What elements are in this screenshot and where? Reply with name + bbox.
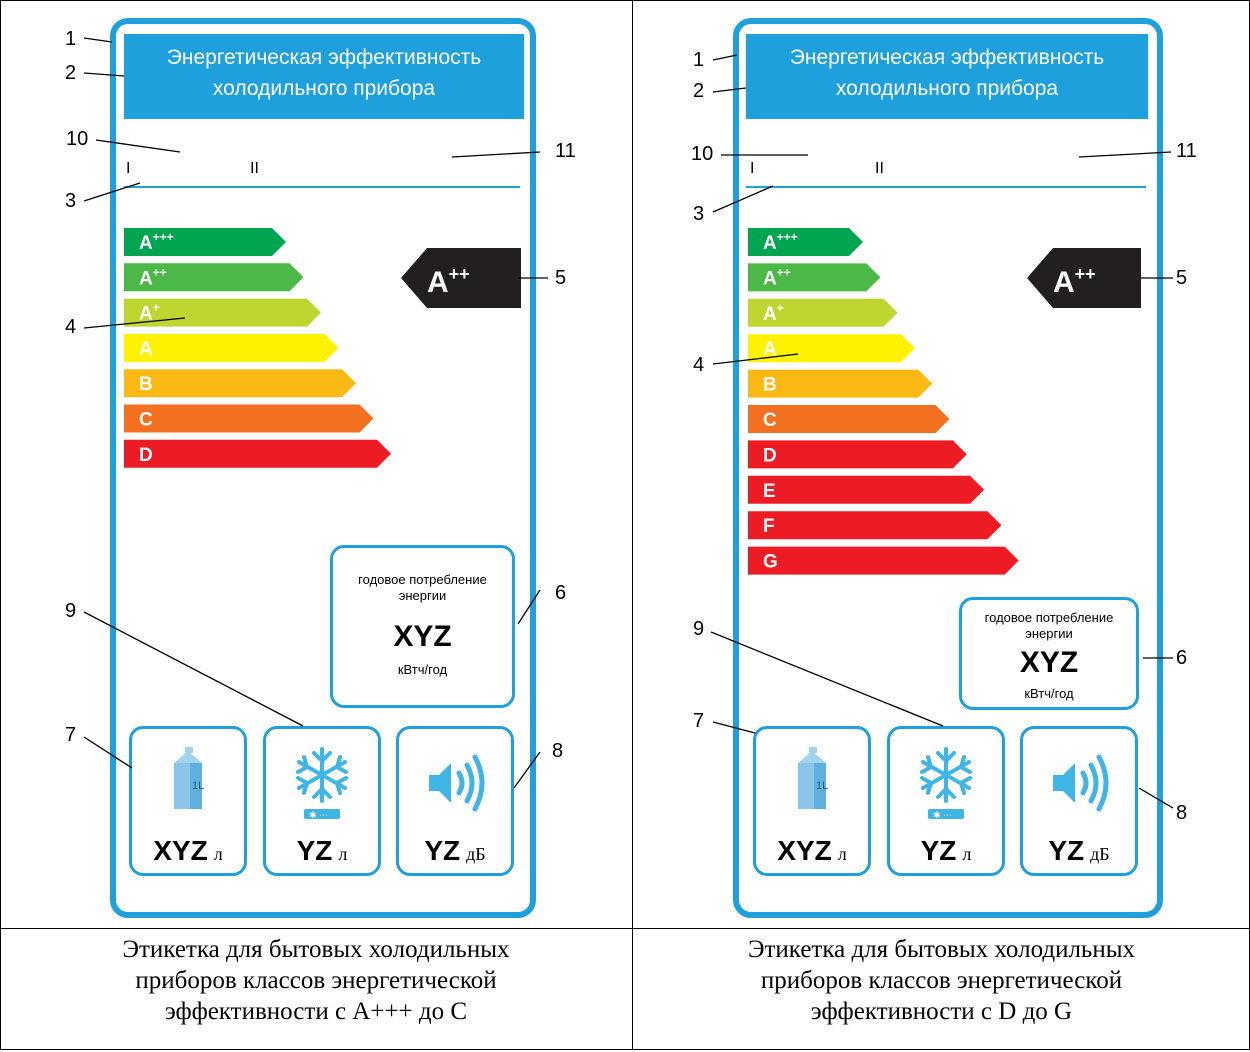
label-header: Энергетическая эффективность холодильног… — [124, 34, 524, 119]
callout-10: 10 — [691, 143, 714, 165]
milk-carton-icon: 1L — [756, 747, 868, 816]
callout-6: 6 — [1176, 647, 1188, 669]
table-column-divider — [632, 0, 633, 1050]
header-line-1: Энергетическая эффективность — [166, 46, 482, 69]
fresh-volume-value: XYZ л — [777, 835, 847, 866]
milk-carton-icon: 1L — [132, 747, 244, 816]
model-mark: II — [250, 160, 259, 177]
energy-consumption-box: годовое потребление энергии XYZ кВтч/год — [330, 545, 515, 708]
caption-line-2: приборов классов энергетической — [135, 967, 497, 994]
frozen-volume-box: ✱ ⋯ YZ л — [263, 726, 381, 876]
callout-4: 4 — [693, 354, 705, 376]
energy-consumption-box: годовое потребление энергии XYZ кВтч/год — [959, 597, 1139, 710]
fresh-volume-value: XYZ л — [153, 835, 223, 866]
frozen-volume-value: YZ л — [920, 835, 972, 866]
noise-value: YZ дБ — [424, 835, 486, 866]
callout-5: 5 — [555, 267, 567, 289]
snowflake-icon: ✱ ⋯ — [266, 745, 378, 826]
header-separator — [746, 186, 1146, 188]
fresh-volume-box: 1L XYZ л — [129, 726, 247, 876]
callout-7: 7 — [65, 724, 77, 746]
caption-line-1: Этикетка для бытовых холодильных — [748, 936, 1135, 963]
callout-2: 2 — [65, 62, 77, 84]
header-line-2: холодильного прибора — [835, 77, 1059, 100]
header-separator — [124, 186, 520, 188]
caption-line-3: эффективности с A+++ до C — [164, 998, 468, 1025]
callout-3: 3 — [693, 203, 705, 225]
speaker-icon — [399, 751, 511, 820]
supplier-mark: I — [126, 160, 131, 177]
callout-2: 2 — [693, 80, 705, 102]
table-row-divider — [0, 928, 1250, 929]
callout-11: 11 — [1176, 140, 1197, 162]
consumption-unit: кВтч/год — [1024, 686, 1074, 701]
callout-5: 5 — [1176, 267, 1188, 289]
callout-1: 1 — [693, 49, 705, 71]
snowflake-icon: ✱ ⋯ — [890, 745, 1002, 826]
noise-box: YZ дБ — [1020, 726, 1138, 876]
callout-6: 6 — [555, 582, 567, 604]
frozen-volume-value: YZ л — [296, 835, 348, 866]
caption-line-2: приборов классов энергетической — [760, 967, 1123, 994]
consumption-title-1: годовое потребление — [984, 610, 1114, 625]
callout-9: 9 — [693, 618, 705, 640]
svg-text:✱ ⋯: ✱ ⋯ — [933, 810, 952, 820]
callout-3: 3 — [65, 190, 77, 212]
fresh-volume-box: 1L XYZ л — [753, 726, 871, 876]
label-panel-left: Энергетическая эффективность холодильног… — [0, 0, 632, 928]
caption-right: Этикетка для бытовых холодильных приборо… — [633, 930, 1250, 1052]
consumption-title-2: энергии — [398, 588, 447, 603]
callout-4: 4 — [65, 316, 77, 338]
callout-1: 1 — [65, 28, 77, 50]
consumption-title-1: годовое потребление — [358, 572, 487, 587]
model-mark: II — [875, 160, 884, 177]
callout-7: 7 — [693, 710, 705, 732]
noise-value: YZ дБ — [1048, 835, 1110, 866]
consumption-value: XYZ — [1019, 646, 1079, 679]
supplier-mark: I — [750, 160, 755, 177]
consumption-value: XYZ — [393, 620, 452, 653]
speaker-icon — [1023, 751, 1135, 820]
caption-line-3: эффективности с D до G — [810, 998, 1073, 1025]
noise-box: YZ дБ — [396, 726, 514, 876]
caption-line-1: Этикетка для бытовых холодильных — [122, 936, 510, 963]
consumption-title-2: энергии — [1025, 626, 1073, 641]
caption-left: Этикетка для бытовых холодильных приборо… — [0, 930, 632, 1052]
svg-text:1L: 1L — [192, 780, 204, 792]
label-header: Энергетическая эффективность холодильног… — [746, 34, 1148, 119]
callout-10: 10 — [66, 128, 89, 150]
frozen-volume-box: ✱ ⋯ YZ л — [887, 726, 1005, 876]
header-line-2: холодильного прибора — [212, 77, 436, 100]
header-line-1: Энергетическая эффективность — [789, 46, 1105, 69]
svg-text:1L: 1L — [816, 780, 828, 792]
callout-8: 8 — [552, 740, 564, 762]
svg-text:✱ ⋯: ✱ ⋯ — [309, 810, 328, 820]
callout-11: 11 — [555, 140, 576, 162]
callout-9: 9 — [65, 600, 77, 622]
consumption-unit: кВтч/год — [397, 662, 448, 677]
callout-8: 8 — [1176, 802, 1188, 824]
label-panel-right: Энергетическая эффективность холодильног… — [633, 0, 1250, 928]
